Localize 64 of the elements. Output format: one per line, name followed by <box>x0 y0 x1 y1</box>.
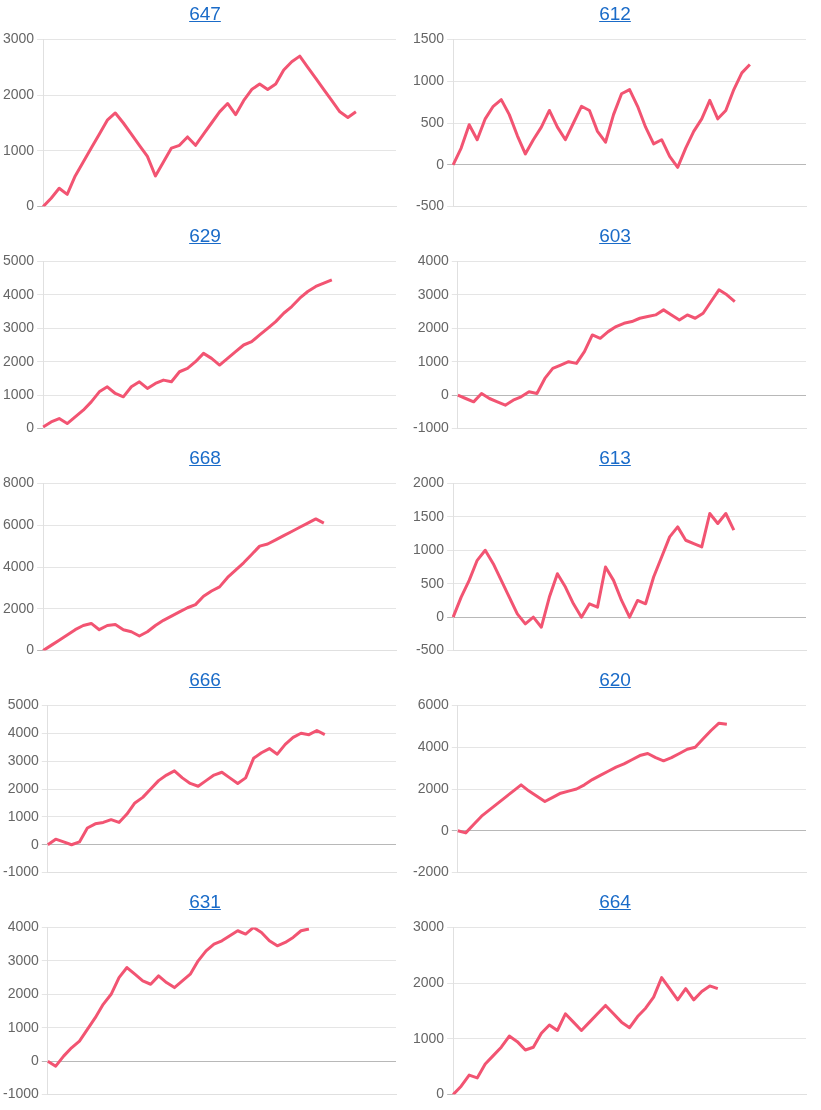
y-tick-label: 2000 <box>412 474 445 491</box>
y-tick-label: 1000 <box>7 807 40 824</box>
y-tick-label: 0 <box>26 197 35 214</box>
y-tick-label: 0 <box>31 1052 40 1069</box>
y-tick-label: 6000 <box>417 696 450 713</box>
y-tick-label: 3000 <box>7 951 40 968</box>
y-tick-label: 2000 <box>417 779 450 796</box>
y-tick-label: -1000 <box>412 419 450 436</box>
y-tick-label: 3000 <box>417 285 450 302</box>
y-tick-label: 0 <box>441 386 450 403</box>
y-tick-label: 500 <box>420 574 445 591</box>
y-tick-label: 0 <box>26 419 35 436</box>
y-tick-label: 4000 <box>2 557 35 574</box>
y-tick-label: 0 <box>436 1085 445 1102</box>
chart-title: 668 <box>188 446 222 470</box>
y-tick-label: 2000 <box>2 352 35 369</box>
y-tick-label: 5000 <box>2 252 35 269</box>
y-tick-label: -500 <box>416 197 445 214</box>
y-tick-label: -1000 <box>2 1085 40 1102</box>
chart-title: 620 <box>598 668 632 692</box>
y-tick-label: 1000 <box>412 1029 445 1046</box>
y-tick-label: 1000 <box>412 72 445 89</box>
y-tick-label: 1000 <box>2 386 35 403</box>
y-tick-label: -500 <box>416 641 445 658</box>
chart-title: 612 <box>598 2 632 26</box>
y-tick-label: 3000 <box>7 751 40 768</box>
y-tick-label: 4000 <box>417 252 450 269</box>
y-tick-label: -2000 <box>412 863 450 880</box>
y-tick-label: 0 <box>441 821 450 838</box>
y-tick-label: 4000 <box>7 724 40 741</box>
y-tick-label: 5000 <box>7 696 40 713</box>
y-tick-label: 2000 <box>7 779 40 796</box>
y-tick-label: 1500 <box>412 30 445 47</box>
y-tick-label: 3000 <box>412 918 445 935</box>
chart-title: 631 <box>188 890 222 914</box>
y-tick-label: 1000 <box>417 352 450 369</box>
y-tick-label: 6000 <box>2 516 35 533</box>
y-tick-label: 0 <box>436 608 445 625</box>
y-tick-label: 4000 <box>7 918 40 935</box>
chart-title: 666 <box>188 668 222 692</box>
chart-title: 603 <box>598 224 632 248</box>
y-tick-label: 2000 <box>2 599 35 616</box>
chart-title: 664 <box>598 890 632 914</box>
chart-title: 647 <box>188 2 222 26</box>
y-tick-label: 1500 <box>412 507 445 524</box>
chart-title: 629 <box>188 224 222 248</box>
y-tick-label: 8000 <box>2 474 35 491</box>
y-tick-label: 4000 <box>417 738 450 755</box>
y-tick-label: 0 <box>26 641 35 658</box>
y-tick-label: 3000 <box>2 30 35 47</box>
y-tick-label: 3000 <box>2 319 35 336</box>
y-tick-label: 1000 <box>2 141 35 158</box>
y-tick-label: 2000 <box>2 85 35 102</box>
y-tick-label: 4000 <box>2 285 35 302</box>
y-tick-label: 2000 <box>7 985 40 1002</box>
y-tick-label: 0 <box>31 835 40 852</box>
chart-title: 613 <box>598 446 632 470</box>
y-tick-label: 2000 <box>412 973 445 990</box>
y-tick-label: 1000 <box>7 1018 40 1035</box>
y-tick-label: -1000 <box>2 863 40 880</box>
y-tick-label: 2000 <box>417 319 450 336</box>
y-tick-label: 1000 <box>412 541 445 558</box>
y-tick-label: 500 <box>420 113 445 130</box>
y-tick-label: 0 <box>436 155 445 172</box>
